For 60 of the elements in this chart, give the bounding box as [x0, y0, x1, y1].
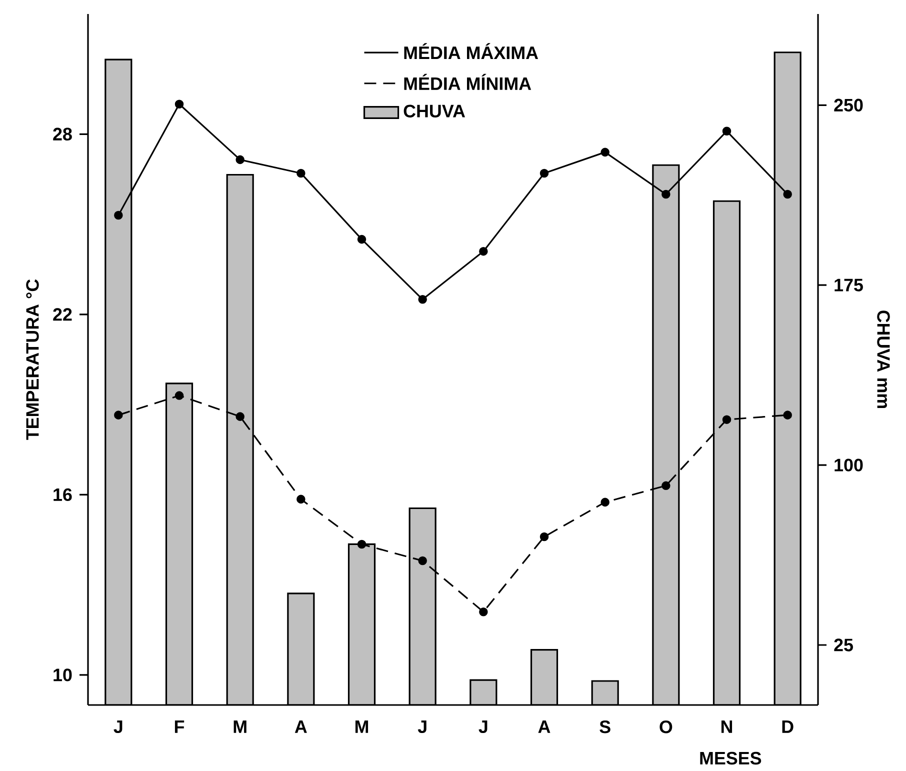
- point: [479, 607, 488, 616]
- point: [174, 391, 184, 400]
- x-tick-label: J: [418, 720, 426, 733]
- bar: [288, 593, 314, 705]
- point: [479, 246, 488, 256]
- point: [114, 210, 123, 220]
- x-tick-label: O: [660, 720, 672, 734]
- bar: [652, 165, 679, 705]
- y-tick-label: 28: [53, 128, 72, 140]
- point: [418, 556, 427, 566]
- y-tick-label: 22: [53, 308, 72, 321]
- legend-label: MÉDIA MÍNIMA: [404, 74, 532, 90]
- y-axis-title: TEMPERATURA °C: [26, 279, 39, 440]
- legend-label: MÉDIA MÁXIMA: [404, 42, 538, 59]
- point: [540, 532, 549, 542]
- point: [662, 481, 670, 490]
- bar: [714, 201, 740, 705]
- bar: [227, 174, 254, 705]
- x-axis-title: MESES: [700, 752, 762, 764]
- point: [722, 415, 732, 424]
- point: [662, 190, 670, 199]
- y2-tick-label: 100: [834, 458, 863, 472]
- point: [296, 494, 306, 504]
- x-tick-label: J: [114, 720, 122, 733]
- x-tick-label: S: [600, 720, 610, 734]
- point: [722, 126, 732, 136]
- x-tick-label: F: [174, 720, 184, 733]
- bar: [105, 59, 132, 705]
- x-tick-label: M: [234, 720, 246, 733]
- point: [114, 410, 123, 420]
- x-tick-label: N: [721, 720, 732, 733]
- point: [174, 100, 184, 108]
- point: [357, 540, 366, 549]
- point: [296, 168, 306, 178]
- x-tick-label: J: [478, 720, 488, 733]
- point: [540, 168, 549, 178]
- point: [783, 410, 792, 420]
- point: [600, 498, 610, 506]
- y-tick-label: 10: [54, 668, 72, 682]
- y-tick-label: 16: [54, 488, 72, 501]
- bar: [410, 508, 436, 705]
- point: [357, 234, 366, 244]
- y2-tick-label: 25: [834, 638, 853, 652]
- y2-tick-label: 175: [834, 278, 863, 292]
- point: [600, 148, 610, 156]
- x-tick-label: A: [538, 720, 550, 733]
- bar: [531, 650, 558, 705]
- point: [418, 294, 427, 304]
- y2-tick-label: 250: [834, 98, 863, 112]
- x-tick-label: D: [782, 720, 794, 733]
- bar: [166, 383, 192, 705]
- x-tick-label: A: [294, 720, 307, 733]
- y2-axis-title: CHUVA mm: [877, 310, 890, 408]
- bar: [348, 544, 375, 705]
- point: [236, 155, 244, 164]
- point: [236, 412, 244, 421]
- point: [783, 190, 792, 199]
- legend-label: CHUVA: [404, 104, 466, 118]
- bar: [774, 51, 802, 705]
- x-tick-label: M: [355, 720, 368, 733]
